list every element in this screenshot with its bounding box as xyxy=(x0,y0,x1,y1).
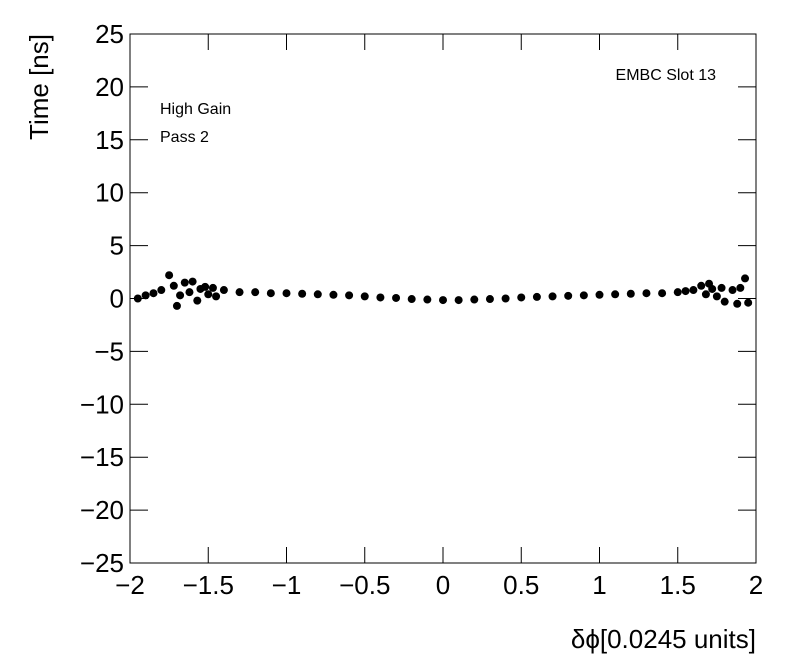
data-point xyxy=(564,291,573,300)
data-point xyxy=(176,291,185,300)
x-tick-label: −2 xyxy=(115,570,145,600)
data-point xyxy=(169,281,178,290)
y-tick-label: 15 xyxy=(95,125,124,155)
data-point xyxy=(485,295,494,304)
data-point xyxy=(728,286,737,295)
y-tick-label: 25 xyxy=(95,19,124,49)
y-tick-label: 10 xyxy=(95,178,124,208)
data-point xyxy=(149,289,158,298)
data-point xyxy=(345,291,354,300)
y-tick-label: 20 xyxy=(95,72,124,102)
data-point xyxy=(208,283,217,292)
data-point xyxy=(219,286,228,295)
data-point xyxy=(744,298,753,307)
data-point xyxy=(681,287,690,296)
data-point xyxy=(626,289,635,298)
y-tick-label: −5 xyxy=(94,336,124,366)
data-point xyxy=(439,296,447,305)
y-tick-label: −20 xyxy=(80,495,124,525)
data-point xyxy=(235,288,244,297)
data-point xyxy=(701,290,710,299)
annotation: High Gain xyxy=(160,101,231,118)
data-point xyxy=(329,290,338,299)
data-point xyxy=(658,289,667,298)
x-tick-label: 1 xyxy=(592,570,606,600)
x-tick-label: 0 xyxy=(436,570,450,600)
data-point xyxy=(579,291,588,300)
data-point xyxy=(697,281,706,290)
data-point xyxy=(172,301,181,310)
y-tick-label: 0 xyxy=(110,284,124,314)
data-point xyxy=(611,290,620,299)
annotation: EMBC Slot 13 xyxy=(616,67,717,84)
x-tick-label: 1.5 xyxy=(660,570,696,600)
data-point xyxy=(532,292,541,301)
data-point xyxy=(501,294,510,303)
data-point xyxy=(407,295,416,304)
data-point xyxy=(360,292,369,301)
data-point xyxy=(298,289,307,298)
data-point xyxy=(141,291,150,300)
data-point xyxy=(165,271,174,280)
data-point xyxy=(595,290,604,299)
x-tick-label: 2 xyxy=(749,570,763,600)
y-axis-title: Time [ns] xyxy=(24,34,54,140)
data-point xyxy=(201,282,210,291)
data-point xyxy=(712,292,721,301)
x-tick-label: −0.5 xyxy=(339,570,390,600)
data-point xyxy=(185,288,194,297)
x-tick-label: −1 xyxy=(272,570,302,600)
data-point xyxy=(673,288,682,297)
data-point xyxy=(720,297,729,306)
data-point xyxy=(133,294,142,303)
data-point xyxy=(282,289,291,298)
data-point xyxy=(423,295,432,304)
data-point xyxy=(157,286,166,295)
data-point xyxy=(642,289,651,298)
x-tick-label: −1.5 xyxy=(183,570,234,600)
data-point xyxy=(212,292,221,301)
x-tick-label: 0.5 xyxy=(503,570,539,600)
data-point xyxy=(741,274,750,283)
data-point xyxy=(180,278,189,287)
y-tick-label: −15 xyxy=(80,442,124,472)
data-point xyxy=(736,283,745,292)
data-point xyxy=(193,296,202,305)
data-point xyxy=(717,283,726,292)
y-tick-label: −25 xyxy=(80,548,124,578)
data-point xyxy=(188,277,197,286)
data-point xyxy=(204,290,213,299)
data-point xyxy=(470,295,479,304)
data-point xyxy=(517,293,526,302)
annotation: Pass 2 xyxy=(160,129,209,146)
data-point xyxy=(251,288,260,297)
data-point xyxy=(266,289,275,298)
y-tick-label: 5 xyxy=(110,231,124,261)
data-point xyxy=(548,292,557,301)
y-tick-label: −10 xyxy=(80,389,124,419)
data-point xyxy=(376,293,385,302)
data-point xyxy=(689,286,698,295)
data-point xyxy=(313,290,322,299)
data-point xyxy=(708,284,717,293)
x-axis-title: δϕ[0.0245 units] xyxy=(571,624,756,654)
data-point xyxy=(454,296,463,305)
data-point xyxy=(392,293,401,302)
data-point xyxy=(733,299,742,308)
